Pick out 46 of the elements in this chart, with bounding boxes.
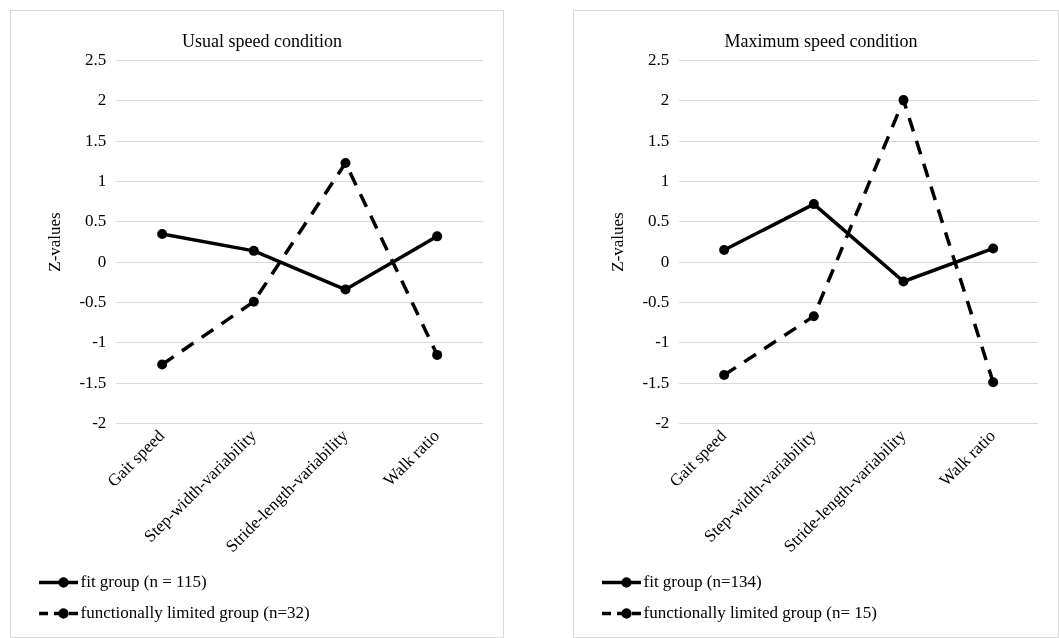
y-tick-label: -1.5 [642,372,670,392]
chart-title: Usual speed condition [182,30,342,51]
y-tick-label: -0.5 [642,291,670,311]
y-tick-label: -2 [92,412,107,432]
point [248,296,259,307]
y-axis-title: Z-values [44,212,64,272]
legend-label: fit group (n = 115) [80,571,207,591]
y-tick-label: 2 [97,90,107,110]
y-tick-label: 2.5 [85,50,107,70]
x-tick-label: Walk ratio [379,426,444,490]
x-tick-label: Walk ratio [935,426,1000,490]
y-tick-label: 1.5 [85,130,107,150]
y-tick-label: 0 [660,251,670,271]
point [988,377,999,388]
point [719,370,730,381]
y-tick-label: 0.5 [648,211,670,231]
point [719,245,730,256]
point [988,243,999,254]
y-tick-label: 0.5 [85,211,107,231]
point [898,276,909,287]
y-tick-label: 2.5 [648,50,670,70]
y-tick-label: -1.5 [79,372,107,392]
y-tick-label: -1 [655,332,670,352]
y-tick-label: -1 [92,332,107,352]
point [340,284,351,295]
y-tick-label: -0.5 [79,291,107,311]
y-tick-label: 1 [660,171,670,190]
point [432,349,443,360]
point [157,359,168,370]
y-axis-title: Z-values [607,212,627,272]
point [808,199,819,210]
y-tick-label: 1 [97,171,107,190]
point [898,95,909,106]
legend-label: functionally limited group (n=32) [80,602,310,622]
point [432,231,443,242]
legend-label: functionally limited group (n= 15) [643,602,877,622]
y-tick-label: 1.5 [648,130,670,150]
point [248,245,259,256]
y-tick-label: 0 [97,251,107,271]
legend-label: fit group (n=134) [643,571,762,591]
point [157,228,168,239]
y-tick-label: -2 [655,412,670,432]
point [808,311,819,322]
point [340,157,351,168]
y-tick-label: 2 [660,90,670,110]
chart-title: Maximum speed condition [724,30,918,51]
